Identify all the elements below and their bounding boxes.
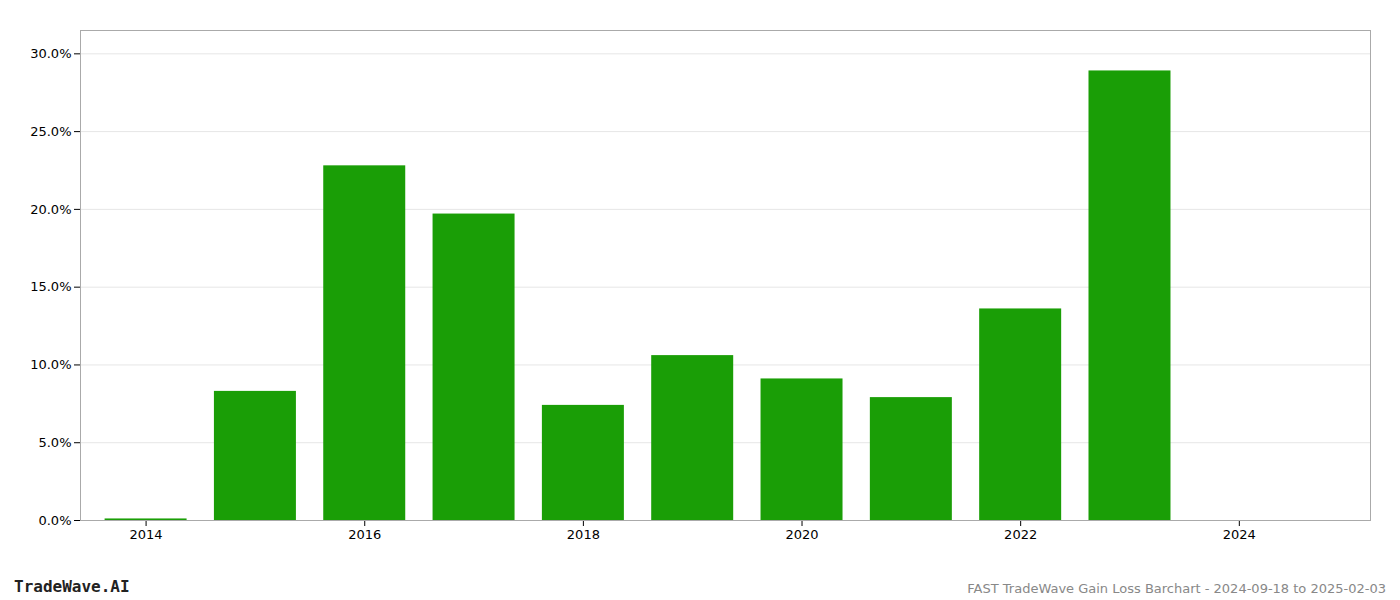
svg-text:30.0%: 30.0% <box>30 46 71 61</box>
html-text:TradeWave.AI: TradeWave.AI <box>14 577 130 596</box>
svg-text:2022: 2022 <box>1004 527 1037 542</box>
svg-text:2024: 2024 <box>1223 527 1256 542</box>
svg-text:2014: 2014 <box>130 527 163 542</box>
svg-text:0.0%: 0.0% <box>38 513 71 528</box>
svg-text:2016: 2016 <box>348 527 381 542</box>
html-text:FAST TradeWave Gain Loss Barch: FAST TradeWave Gain Loss Barchart - 2024… <box>967 581 1386 596</box>
svg-text:25.0%: 25.0% <box>30 124 71 139</box>
svg-text:5.0%: 5.0% <box>38 435 71 450</box>
svg-text:20.0%: 20.0% <box>30 202 71 217</box>
svg-text:2018: 2018 <box>567 527 600 542</box>
svg-text:2020: 2020 <box>785 527 818 542</box>
svg-text:15.0%: 15.0% <box>30 279 71 294</box>
svg-text:10.0%: 10.0% <box>30 357 71 372</box>
